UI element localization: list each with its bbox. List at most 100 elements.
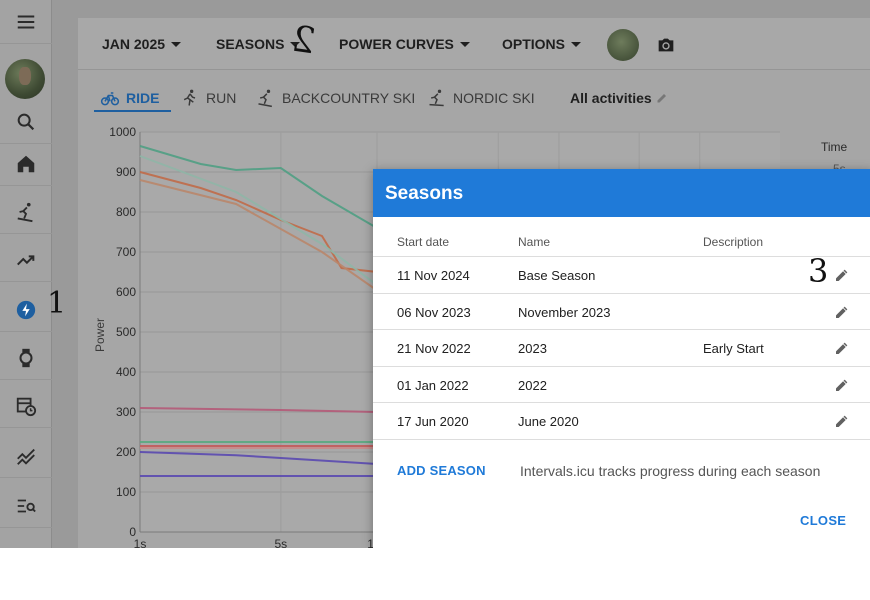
sidebar-item-ski[interactable]: [0, 190, 52, 234]
ski-icon: [17, 202, 33, 222]
trending-up-icon: [17, 254, 35, 265]
app-root: JAN 2025 SEASONS POWER CURVES OPTIONS RI…: [0, 0, 870, 548]
menu-icon: [17, 14, 35, 29]
options-label: OPTIONS: [502, 36, 566, 52]
season-name: 2022: [518, 377, 547, 393]
season-start-date: 01 Jan 2022: [397, 377, 469, 393]
y-tick-label: 100: [116, 485, 136, 499]
sidebar-item-fitness[interactable]: [0, 434, 52, 478]
column-description: Description: [703, 235, 764, 249]
pencil-icon: [657, 94, 666, 103]
tab-run[interactable]: RUN: [180, 88, 236, 108]
season-row[interactable]: 11 Nov 2024 Base Season: [373, 257, 870, 294]
annotation-three: 3: [808, 252, 829, 290]
edit-pencil-icon[interactable]: [834, 340, 850, 356]
time-column-label: Time: [821, 140, 848, 154]
chevron-down-icon: [459, 41, 470, 47]
x-tick-label: 1s: [134, 537, 147, 548]
home-icon: [17, 155, 35, 172]
y-tick-label: 500: [116, 325, 136, 339]
dialog-title: Seasons: [373, 169, 870, 217]
season-name: 2023: [518, 341, 547, 356]
season-row[interactable]: 21 Nov 2022 2023 Early Start: [373, 330, 870, 367]
seasons-hint-text: Intervals.icu tracks progress during eac…: [520, 463, 821, 479]
sidebar-item-search[interactable]: [0, 100, 52, 144]
month-label: JAN 2025: [102, 36, 166, 52]
user-avatar[interactable]: [5, 59, 45, 99]
column-name: Name: [518, 235, 551, 249]
all-activities-label: All activities: [570, 90, 652, 106]
close-button[interactable]: CLOSE: [800, 513, 847, 528]
sidebar-item-calendar[interactable]: [0, 384, 52, 428]
annotation-one: 1: [47, 286, 67, 321]
athlete-avatar[interactable]: [607, 29, 639, 61]
sidebar-item-list-search[interactable]: [0, 484, 52, 528]
edit-pencil-icon[interactable]: [834, 413, 850, 429]
y-tick-label: 900: [116, 165, 136, 179]
table-header: Start date Name Description: [373, 217, 870, 257]
power-bolt-icon: [16, 300, 36, 319]
tab-ride[interactable]: RIDE: [100, 88, 159, 108]
fitness-chart-icon: [17, 448, 35, 465]
sport-tabs: RIDE RUN BACKCOUNTRY SKI NORDIC SKI All …: [78, 78, 870, 116]
camera-icon[interactable]: [655, 34, 677, 56]
tab-run-label: RUN: [206, 90, 237, 106]
season-row[interactable]: 01 Jan 2022 2022: [373, 367, 870, 403]
tab-backcountry-ski[interactable]: BACKCOUNTRY SKI: [256, 88, 415, 108]
ski-icon: [258, 89, 272, 108]
seasons-dropdown[interactable]: SEASONS: [216, 36, 301, 52]
chevron-down-icon: [171, 41, 182, 47]
x-tick-label: 5s: [275, 537, 288, 548]
edit-pencil-icon[interactable]: [834, 267, 850, 283]
chevron-down-icon: [290, 41, 301, 47]
add-season-button[interactable]: ADD SEASON: [397, 463, 486, 478]
y-tick-label: 200: [116, 445, 136, 459]
season-row[interactable]: 17 Jun 2020 June 2020: [373, 403, 870, 440]
search-icon: [17, 113, 35, 130]
active-tab-indicator: [94, 110, 171, 112]
sidebar-item-trends[interactable]: [0, 238, 52, 282]
sidebar: [0, 0, 52, 548]
y-tick-label: 400: [116, 365, 136, 379]
bike-icon: [100, 92, 120, 106]
season-start-date: 11 Nov 2024: [397, 268, 470, 283]
y-tick-label: 300: [116, 405, 136, 419]
tab-nordic-ski[interactable]: NORDIC SKI: [427, 88, 535, 108]
run-icon: [183, 89, 196, 106]
sidebar-item-power[interactable]: [0, 288, 52, 332]
y-tick-label: 700: [116, 245, 136, 259]
season-name: Base Season: [518, 268, 596, 283]
nordic-ski-icon: [429, 89, 444, 107]
y-tick-label: 0: [129, 525, 136, 539]
top-toolbar: JAN 2025 SEASONS POWER CURVES OPTIONS: [78, 18, 870, 70]
tab-ride-label: RIDE: [126, 90, 160, 106]
power-curves-dropdown[interactable]: POWER CURVES: [339, 36, 470, 52]
activity-filter[interactable]: All activities: [570, 90, 668, 106]
season-name: November 2023: [518, 304, 611, 320]
chevron-down-icon: [571, 41, 582, 47]
calendar-clock-icon: [16, 397, 37, 416]
options-dropdown[interactable]: OPTIONS: [502, 36, 582, 52]
tab-backcountry-ski-label: BACKCOUNTRY SKI: [282, 90, 416, 106]
tab-nordic-ski-label: NORDIC SKI: [453, 90, 535, 106]
y-tick-label: 600: [116, 285, 136, 299]
watch-icon: [19, 348, 33, 367]
season-start-date: 21 Nov 2022: [397, 341, 471, 356]
season-start-date: 06 Nov 2023: [397, 304, 471, 320]
seasons-label: SEASONS: [216, 36, 285, 52]
power-curves-label: POWER CURVES: [339, 36, 454, 52]
month-dropdown[interactable]: JAN 2025: [102, 36, 182, 52]
season-row[interactable]: 06 Nov 2023 November 2023: [373, 294, 870, 330]
season-start-date: 17 Jun 2020: [397, 414, 469, 429]
seasons-dialog: Seasons Start date Name Description 11 N…: [373, 169, 870, 548]
sidebar-item-watch[interactable]: [0, 336, 52, 380]
y-tick-label: 800: [116, 205, 136, 219]
menu-button[interactable]: [0, 0, 52, 44]
list-search-icon: [17, 499, 36, 512]
column-start-date: Start date: [397, 235, 450, 249]
y-tick-label: 1000: [109, 125, 136, 139]
season-description: Early Start: [703, 341, 764, 356]
edit-pencil-icon[interactable]: [834, 304, 850, 320]
sidebar-item-home[interactable]: [0, 142, 52, 186]
edit-pencil-icon[interactable]: [834, 377, 850, 393]
